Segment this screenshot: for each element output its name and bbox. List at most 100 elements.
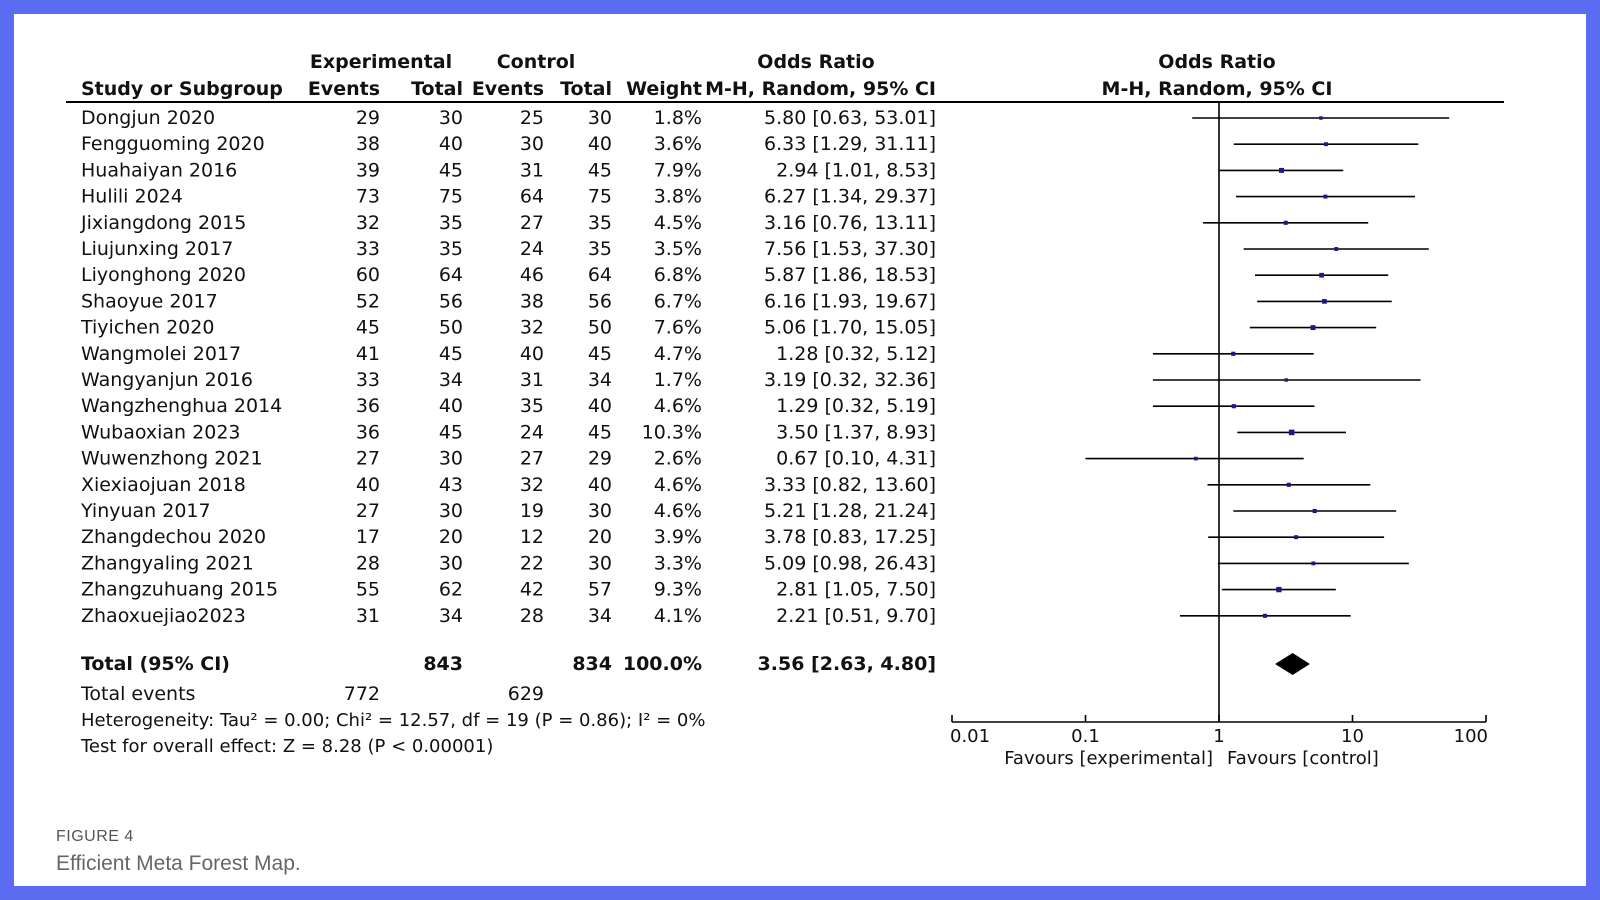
header-exp-events: Events [308,78,380,100]
study-weight: 6.8% [654,264,702,286]
point-estimate [1276,586,1282,593]
point-estimate [1312,508,1317,514]
study-name: Zhangyaling 2021 [81,552,254,574]
exp-events: 36 [356,395,380,417]
favours-experimental-label: Favours [experimental] [1004,748,1213,769]
study-ci: 3.19 [0.32, 32.36] [764,369,936,391]
ctrl-events: 42 [520,579,544,601]
point-estimate [1288,429,1295,436]
point-estimate [1334,247,1339,251]
study-ci: 2.94 [1.01, 8.53] [776,159,936,181]
total-ctrl: 834 [572,653,612,675]
ctrl-events: 32 [520,317,544,339]
exp-events: 38 [356,133,380,155]
plot-subtitle: M-H, Random, 95% CI [1102,78,1333,100]
favours-control-label: Favours [control] [1227,748,1379,769]
total-exp: 843 [423,653,463,675]
exp-events: 33 [356,238,380,260]
ctrl-events: 22 [520,552,544,574]
exp-events: 73 [356,186,380,208]
figure-caption: Efficient Meta Forest Map. [56,852,301,875]
header-study: Study or Subgroup [81,78,283,100]
point-estimate [1283,220,1288,225]
study-name: Zhaoxuejiao2023 [81,605,246,627]
ctrl-total: 30 [588,500,612,522]
ctrl-events: 32 [520,474,544,496]
point-estimate [1322,299,1327,304]
study-ci: 5.87 [1.86, 18.53] [764,264,936,286]
x-tick-label: 0.1 [1071,726,1100,747]
forest-plot: Experimental Control Odds Ratio Study or Su… [66,51,1504,769]
header-ctrl-events: Events [472,78,544,100]
point-estimate [1323,194,1328,199]
figure-card: Experimental Control Odds Ratio Study or Su… [14,14,1586,886]
study-name: Dongjun 2020 [81,107,215,129]
study-weight: 3.5% [654,238,702,260]
exp-total: 56 [439,290,463,312]
ctrl-events: 12 [520,526,544,548]
study-name: Huahaiyan 2016 [81,159,237,181]
ctrl-total: 20 [588,526,612,548]
ctrl-events: 24 [520,421,544,443]
total-events-label: Total events [80,683,195,705]
study-name: Wuwenzhong 2021 [81,448,263,470]
study-weight: 4.6% [654,500,702,522]
heterogeneity-text: Heterogeneity: Tau² = 0.00; Chi² = 12.57… [81,710,706,731]
study-weight: 1.8% [654,107,702,129]
ctrl-events: 64 [520,186,544,208]
study-weight: 3.9% [654,526,702,548]
study-name: Wangmolei 2017 [81,343,241,365]
study-ci: 2.81 [1.05, 7.50] [776,579,936,601]
point-estimate [1279,167,1285,173]
exp-total: 34 [439,369,463,391]
ctrl-events: 28 [520,605,544,627]
ctrl-events: 35 [520,395,544,417]
point-estimate [1286,482,1291,487]
exp-events: 27 [356,500,380,522]
study-weight: 9.3% [654,579,702,601]
point-estimate [1231,404,1236,409]
exp-total: 50 [439,317,463,339]
ctrl-events: 38 [520,290,544,312]
study-ci: 0.67 [0.10, 4.31] [776,448,936,470]
study-name: Yinyuan 2017 [80,500,211,522]
exp-events: 60 [356,264,380,286]
exp-total: 40 [439,133,463,155]
ctrl-total: 34 [588,369,612,391]
ctrl-events: 31 [520,159,544,181]
study-name: Liujunxing 2017 [81,238,233,260]
study-weight: 3.6% [654,133,702,155]
study-ci: 3.50 [1.37, 8.93] [776,421,936,443]
exp-events: 28 [356,552,380,574]
study-ci: 5.06 [1.70, 15.05] [764,317,936,339]
study-weight: 4.7% [654,343,702,365]
exp-events: 45 [356,317,380,339]
point-estimate [1193,456,1198,461]
study-name: Zhangzuhuang 2015 [81,579,278,601]
ctrl-total: 40 [588,474,612,496]
header-weight: Weight [626,78,702,100]
study-weight: 4.1% [654,605,702,627]
study-ci: 5.80 [0.63, 53.01] [764,107,936,129]
ctrl-total: 57 [588,579,612,601]
point-estimate [1324,142,1328,147]
point-estimate [1319,116,1323,120]
header-exp-total: Total [411,78,463,100]
study-name: Liyonghong 2020 [81,264,246,286]
exp-events: 17 [356,526,380,548]
exp-total: 45 [439,421,463,443]
ctrl-events: 27 [520,448,544,470]
study-ci: 3.78 [0.83, 17.25] [764,526,936,548]
study-name: Shaoyue 2017 [81,290,218,312]
total-events-ctrl: 629 [508,683,544,705]
study-weight: 4.6% [654,474,702,496]
ctrl-events: 46 [520,264,544,286]
study-ci: 7.56 [1.53, 37.30] [764,238,936,260]
exp-total: 35 [439,212,463,234]
ctrl-total: 45 [588,343,612,365]
study-weight: 1.7% [654,369,702,391]
study-ci: 6.27 [1.34, 29.37] [764,186,936,208]
ctrl-events: 24 [520,238,544,260]
exp-events: 36 [356,421,380,443]
point-estimate [1319,272,1324,278]
